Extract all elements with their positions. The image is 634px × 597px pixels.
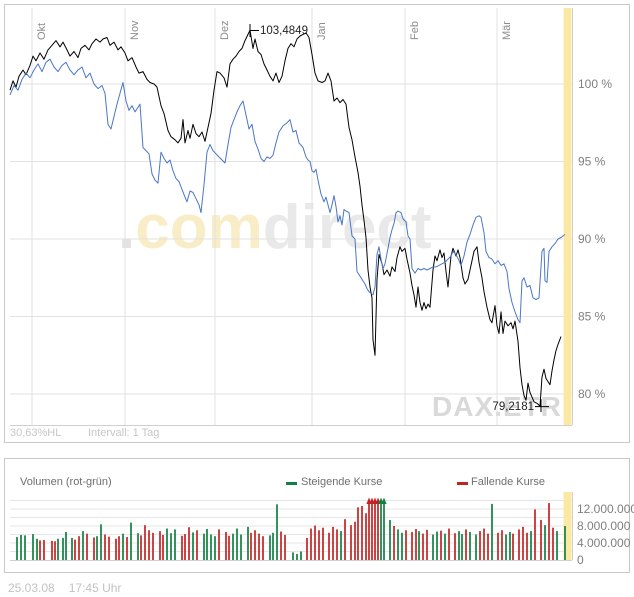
falling-volume-legend-label: Fallende Kurse bbox=[471, 476, 545, 488]
price-y-axis-label: 100 % bbox=[578, 77, 612, 91]
price-series-benchmark bbox=[9, 58, 566, 324]
volume-y-axis-label: 12.000.000 bbox=[577, 502, 634, 516]
current-day-band-price bbox=[563, 8, 572, 425]
volume-y-axis-label: 4.000.000 bbox=[577, 536, 631, 550]
time-label: 17:45 Uhr bbox=[68, 581, 122, 595]
volume-y-axis-label: 8.000.000 bbox=[577, 519, 631, 533]
watermark-direct: direct bbox=[262, 193, 432, 262]
comdirect-watermark: .comdirect bbox=[118, 197, 432, 259]
high-annotation: 103,4849 bbox=[260, 25, 308, 37]
watermark-dot: . bbox=[118, 193, 136, 262]
volume-title: Volumen (rot-grün) bbox=[20, 476, 112, 488]
falling-volume-legend-dash bbox=[457, 482, 468, 485]
date-label: 25.03.08 bbox=[8, 581, 55, 595]
price-series-main bbox=[9, 29, 562, 407]
low-annotation: 79,2181 bbox=[492, 401, 534, 413]
rising-volume-legend-label: Steigende Kurse bbox=[301, 476, 383, 488]
price-y-axis-label: 95 % bbox=[578, 155, 606, 169]
watermark-com: com bbox=[135, 193, 263, 262]
rising-volume-legend-dash bbox=[286, 482, 297, 485]
price-y-axis-label: 90 % bbox=[578, 232, 606, 246]
volume-overflow-arrow bbox=[381, 497, 387, 504]
price-y-axis-label: 85 % bbox=[578, 310, 606, 324]
x-axis-label: Nov bbox=[129, 20, 141, 40]
price-y-axis-label: 80 % bbox=[578, 387, 606, 401]
x-axis-label: Dez bbox=[219, 20, 231, 40]
volume-y-axis-label: 0 bbox=[577, 553, 584, 567]
x-axis-label: Jan bbox=[316, 22, 328, 40]
x-axis-label: Mär bbox=[501, 21, 513, 40]
current-day-band-volume bbox=[563, 492, 572, 560]
high-low-range-label: 30,63%HL bbox=[10, 427, 62, 439]
last-update-timestamp: 25.03.08 17:45 Uhr bbox=[8, 581, 121, 595]
x-axis-label: Okt bbox=[36, 23, 48, 40]
interval-label: Intervall: 1 Tag bbox=[88, 427, 160, 439]
x-axis-label: Feb bbox=[409, 21, 421, 40]
